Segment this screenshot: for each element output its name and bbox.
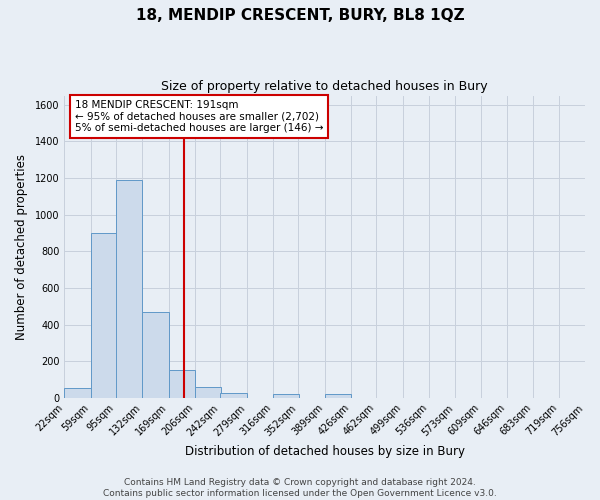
Bar (220, 393, 247, 398)
Y-axis label: Number of detached properties: Number of detached properties (15, 154, 28, 340)
Bar (325, 394, 351, 398)
Bar (195, 387, 221, 398)
Bar (273, 394, 299, 398)
Bar (169, 370, 195, 398)
X-axis label: Distribution of detached houses by size in Bury: Distribution of detached houses by size … (185, 444, 465, 458)
Bar (142, 312, 169, 398)
Text: Contains HM Land Registry data © Crown copyright and database right 2024.
Contai: Contains HM Land Registry data © Crown c… (103, 478, 497, 498)
Title: Size of property relative to detached houses in Bury: Size of property relative to detached ho… (161, 80, 488, 93)
Bar (64, 388, 91, 398)
Bar (116, 180, 142, 398)
Text: 18, MENDIP CRESCENT, BURY, BL8 1QZ: 18, MENDIP CRESCENT, BURY, BL8 1QZ (136, 8, 464, 22)
Text: 18 MENDIP CRESCENT: 191sqm
← 95% of detached houses are smaller (2,702)
5% of se: 18 MENDIP CRESCENT: 191sqm ← 95% of deta… (75, 100, 323, 134)
Bar (91, 233, 117, 398)
